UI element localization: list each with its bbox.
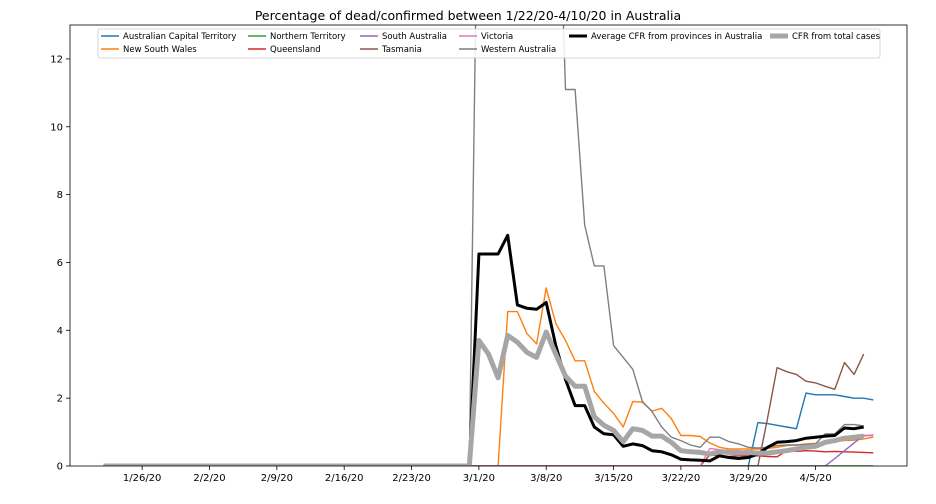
legend-label-1: New South Wales — [123, 45, 197, 55]
plot-area — [103, 25, 874, 466]
legend-label-2: Northern Territory — [270, 32, 346, 42]
x-tick-label: 2/9/20 — [261, 473, 293, 484]
series-line-9 — [103, 329, 864, 466]
legend: Australian Capital Territory New South Wa… — [97, 28, 881, 59]
x-tick-label: 4/5/20 — [800, 473, 832, 484]
x-tick-label: 3/8/20 — [530, 473, 562, 484]
y-tick-label: 4 — [57, 326, 63, 337]
legend-label-0: Australian Capital Territory — [123, 32, 236, 42]
legend-label-9: CFR from total cases — [792, 32, 881, 42]
x-tick-label: 2/2/20 — [193, 473, 225, 484]
legend-label-4: South Australia — [382, 32, 447, 42]
y-tick-label: 8 — [57, 190, 63, 201]
x-tick-label: 3/29/20 — [729, 473, 768, 484]
y-tick-label: 12 — [50, 54, 63, 65]
x-axis: 1/26/20 2/2/20 2/9/20 2/16/20 2/23/20 3/1/20 3… — [123, 466, 832, 484]
y-tick-label: 2 — [57, 394, 63, 405]
legend-label-7: Western Australia — [481, 45, 556, 55]
series-line-6 — [103, 434, 874, 466]
series-line-7 — [103, 25, 864, 466]
series-line-5 — [103, 353, 865, 466]
legend-label-6: Victoria — [481, 32, 513, 42]
y-axis: 0 2 4 6 8 10 12 — [50, 54, 70, 473]
x-tick-label: 3/1/20 — [463, 473, 495, 484]
series-line-8 — [103, 233, 864, 466]
x-tick-label: 3/22/20 — [662, 473, 701, 484]
series-line-1 — [103, 287, 874, 466]
y-tick-label: 6 — [57, 258, 63, 269]
x-tick-label: 1/26/20 — [123, 473, 162, 484]
y-tick-label: 0 — [57, 462, 63, 473]
chart-title: Percentage of dead/confirmed between 1/2… — [255, 8, 681, 23]
y-tick-label: 10 — [50, 122, 63, 133]
x-tick-label: 3/15/20 — [594, 473, 633, 484]
legend-label-5: Tasmania — [381, 45, 422, 55]
x-tick-label: 2/16/20 — [325, 473, 364, 484]
series-line-0 — [103, 392, 874, 466]
legend-label-8: Average CFR from provinces in Australia — [591, 32, 762, 42]
x-tick-label: 2/23/20 — [392, 473, 431, 484]
legend-box — [97, 28, 881, 59]
plot-frame — [69, 24, 908, 467]
legend-label-3: Queensland — [270, 45, 321, 55]
